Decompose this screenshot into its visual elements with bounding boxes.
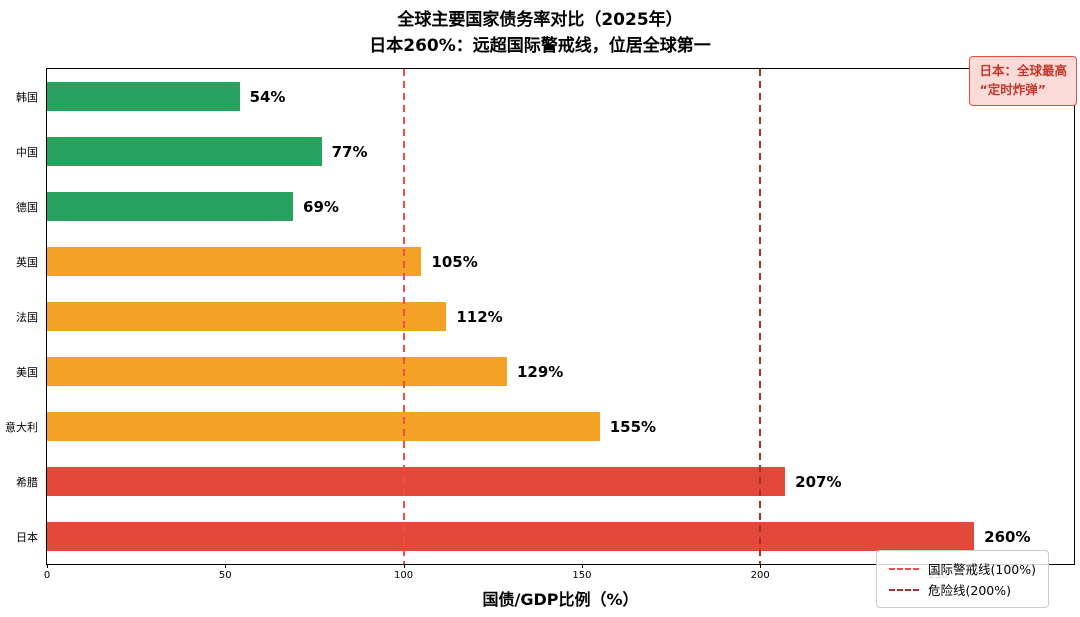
bar-希腊	[47, 466, 786, 497]
bar-row-韩国: 54% 韩国	[16, 69, 1074, 124]
x-tick-label-50: 50	[218, 570, 232, 581]
x-tick-mark-200	[760, 564, 762, 568]
legend-item-warning-line: 国际警戒线(100%)	[889, 558, 1036, 579]
bar-日本	[47, 521, 975, 552]
legend: 国际警戒线(100%) 危险线(200%)	[876, 550, 1049, 608]
chart-header: 全球主要国家债务率对比（2025年） 日本260%：远超国际警戒线，位居全球第一	[0, 7, 1080, 60]
warning-line-swatch	[889, 567, 919, 570]
annotation-line-2: “定时炸弹”	[979, 81, 1046, 97]
bar-德国	[47, 191, 294, 222]
bar-中国	[47, 136, 322, 167]
value-label-英国: 105%	[431, 252, 478, 271]
bar-韩国	[47, 81, 240, 112]
bar-row-美国: 129% 美国	[16, 344, 1074, 399]
danger-line-swatch	[889, 588, 919, 591]
annotation-box: 日本：全球最高 “定时炸弹”	[969, 56, 1077, 106]
value-label-美国: 129%	[517, 362, 564, 381]
y-tick-label-法国: 法国	[16, 310, 38, 324]
x-tick-label-200: 200	[750, 570, 770, 581]
x-tick-mark-150	[581, 564, 583, 568]
y-tick-label-意大利: 意大利	[5, 420, 38, 434]
chart-subtitle: 日本260%：远超国际警戒线，位居全球第一	[369, 36, 711, 57]
bar-英国	[47, 246, 422, 277]
annotation-line-1: 日本：全球最高	[979, 63, 1067, 78]
legend-item-danger-line: 危险线(200%)	[889, 579, 1036, 600]
x-tick-label-0: 0	[43, 570, 51, 581]
value-label-意大利: 155%	[609, 417, 657, 436]
y-tick-label-德国: 德国	[16, 200, 38, 214]
bar-row-德国: 69% 德国	[16, 179, 1074, 234]
bar-意大利	[47, 411, 600, 442]
value-label-德国: 69%	[303, 197, 339, 216]
bar-row-法国: 112% 法国	[16, 289, 1074, 344]
y-tick-label-日本: 日本	[16, 530, 38, 544]
x-tick-label-150: 150	[572, 570, 592, 581]
x-tick-mark-0	[47, 564, 48, 568]
value-label-希腊: 207%	[795, 472, 842, 491]
y-tick-label-希腊: 希腊	[16, 475, 38, 489]
value-label-日本: 260%	[984, 527, 1031, 546]
value-label-韩国: 54%	[249, 87, 286, 106]
y-tick-label-美国: 美国	[16, 365, 38, 379]
y-tick-label-中国: 中国	[16, 145, 38, 159]
bar-row-日本: 260% 日本	[16, 509, 1074, 564]
legend-label-warning: 国际警戒线(100%)	[928, 562, 1036, 577]
reference-line-200	[759, 69, 762, 564]
x-axis-label: 国债/GDP比例（%）	[482, 590, 639, 609]
value-label-中国: 77%	[331, 142, 368, 161]
plot-area: 54% 韩国 77% 中国 69% 德国 105% 英国 112% 法国 129% 美国 155% 意大利…	[5, 68, 1075, 581]
bar-美国	[47, 356, 507, 387]
reference-line-100	[402, 69, 405, 564]
value-label-法国: 112%	[456, 307, 503, 326]
bar-row-希腊: 207% 希腊	[16, 454, 1074, 509]
legend-label-danger: 危险线(200%)	[928, 583, 1011, 598]
bar-row-英国: 105% 英国	[16, 234, 1074, 289]
x-tick-label-100: 100	[394, 570, 414, 581]
chart-title: 全球主要国家债务率对比（2025年）	[397, 10, 683, 30]
y-tick-label-韩国: 韩国	[16, 90, 38, 104]
x-tick-mark-50	[225, 564, 227, 568]
y-tick-label-英国: 英国	[16, 255, 38, 269]
bar-法国	[47, 301, 447, 332]
bar-row-意大利: 155% 意大利	[5, 399, 1074, 454]
x-tick-mark-100	[403, 564, 405, 568]
bar-row-中国: 77% 中国	[16, 124, 1074, 179]
